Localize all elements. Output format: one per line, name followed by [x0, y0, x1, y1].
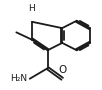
Text: H: H	[29, 4, 35, 13]
Text: O: O	[58, 65, 66, 75]
Text: H₂N: H₂N	[10, 74, 28, 83]
